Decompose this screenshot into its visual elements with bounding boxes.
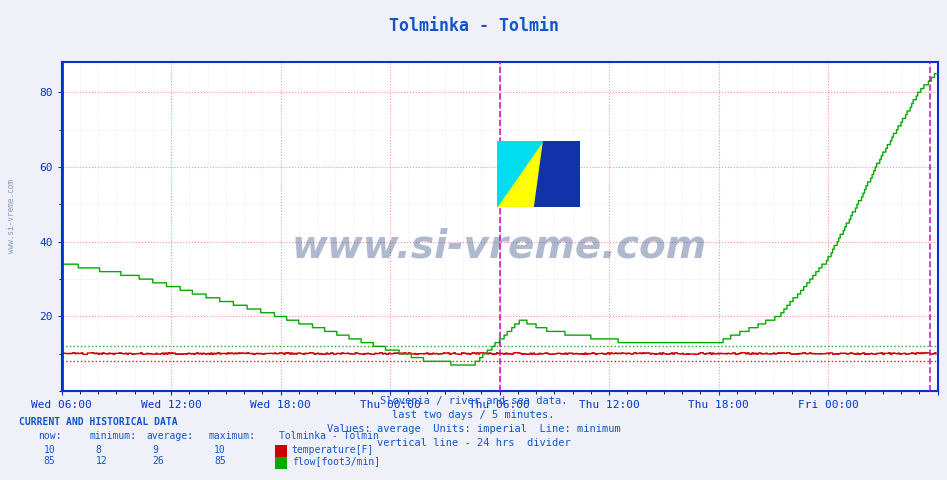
Polygon shape — [497, 141, 543, 207]
Text: 85: 85 — [44, 456, 55, 466]
Text: www.si-vreme.com: www.si-vreme.com — [292, 228, 707, 265]
Text: Slovenia / river and sea data.
last two days / 5 minutes.
Values: average  Units: Slovenia / river and sea data. last two … — [327, 396, 620, 448]
Text: 10: 10 — [44, 444, 55, 455]
Text: 12: 12 — [96, 456, 107, 466]
Text: 85: 85 — [214, 456, 225, 466]
Text: 8: 8 — [96, 444, 101, 455]
Text: now:: now: — [38, 431, 62, 441]
Text: www.si-vreme.com: www.si-vreme.com — [7, 179, 16, 253]
Text: Tolminka - Tolmin: Tolminka - Tolmin — [388, 17, 559, 35]
Polygon shape — [534, 141, 581, 207]
Text: minimum:: minimum: — [90, 431, 137, 441]
Text: Tolminka - Tolmin: Tolminka - Tolmin — [279, 431, 379, 441]
Text: 26: 26 — [152, 456, 164, 466]
Text: maximum:: maximum: — [208, 431, 256, 441]
Text: CURRENT AND HISTORICAL DATA: CURRENT AND HISTORICAL DATA — [19, 417, 178, 427]
Text: flow[foot3/min]: flow[foot3/min] — [292, 456, 380, 466]
Text: temperature[F]: temperature[F] — [292, 444, 374, 455]
Text: average:: average: — [147, 431, 194, 441]
Text: 10: 10 — [214, 444, 225, 455]
Text: 9: 9 — [152, 444, 158, 455]
